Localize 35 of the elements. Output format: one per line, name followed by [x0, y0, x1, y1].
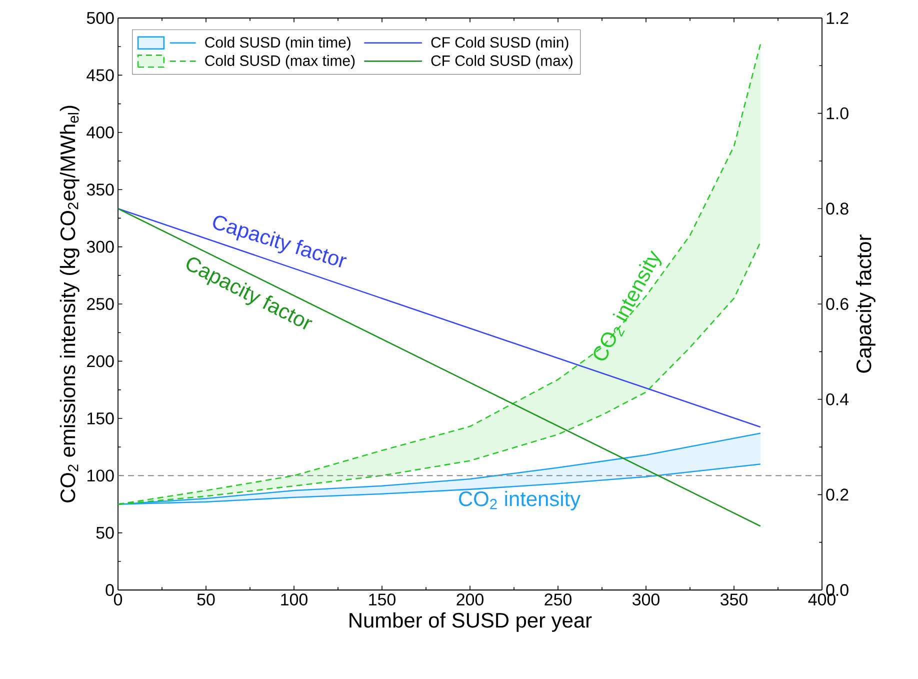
x-tick-label: 0	[114, 594, 122, 606]
y2-tick-label: 0.8	[826, 202, 848, 215]
y-tick-label: 450	[86, 69, 114, 82]
x-tick-label: 400	[808, 594, 836, 606]
y-tick-label: 400	[86, 126, 114, 138]
y2-tick-label: 0.6	[826, 298, 848, 310]
y-tick-label: 150	[88, 412, 114, 424]
y-tick-label: 200	[87, 355, 114, 368]
x-tick-label: 350	[720, 594, 748, 606]
x-tick-label: 300	[632, 594, 660, 606]
x-tick-label: 250	[544, 594, 572, 606]
x-axis-title: Number of SUSD per year	[350, 612, 592, 632]
y2-tick-label: 1.0	[826, 107, 848, 120]
y-tick-label: 100	[88, 470, 114, 482]
y-tick-label: 250	[87, 298, 114, 310]
y2-tick-label: 0.2	[826, 488, 848, 501]
legend-label: CF Cold SUSD (min)	[431, 36, 568, 51]
x-tick-label: 200	[456, 594, 484, 606]
y2-tick-label: 1.2	[826, 12, 848, 24]
x-tick-label: 100	[281, 594, 308, 606]
y-tick-label: 300	[86, 240, 114, 253]
legend-label: Cold SUSD (max time)	[205, 55, 355, 69]
y2-axis-title: Capacity factor	[856, 234, 876, 373]
y-tick-label: 350	[86, 184, 114, 196]
y-axis-title: CO$_{2}$ emissions intensity (kg CO$_{2}$eq/MWh$_{el}$)	[60, 106, 80, 502]
y-tick-label: 50	[96, 526, 114, 539]
y2-tick-label: 0.4	[826, 393, 849, 406]
y-tick-label: 500	[86, 12, 114, 24]
y-tick-label: 0	[106, 584, 114, 596]
legend-label: CF Cold SUSD (max)	[431, 55, 572, 69]
annotation: CO$_{2}$ intensity	[459, 490, 581, 510]
legend-label: Cold SUSD (min time)	[205, 36, 350, 51]
x-tick-label: 50	[197, 594, 215, 606]
y2-tick-label: 0.0	[826, 584, 848, 596]
x-tick-label: 150	[369, 594, 396, 606]
